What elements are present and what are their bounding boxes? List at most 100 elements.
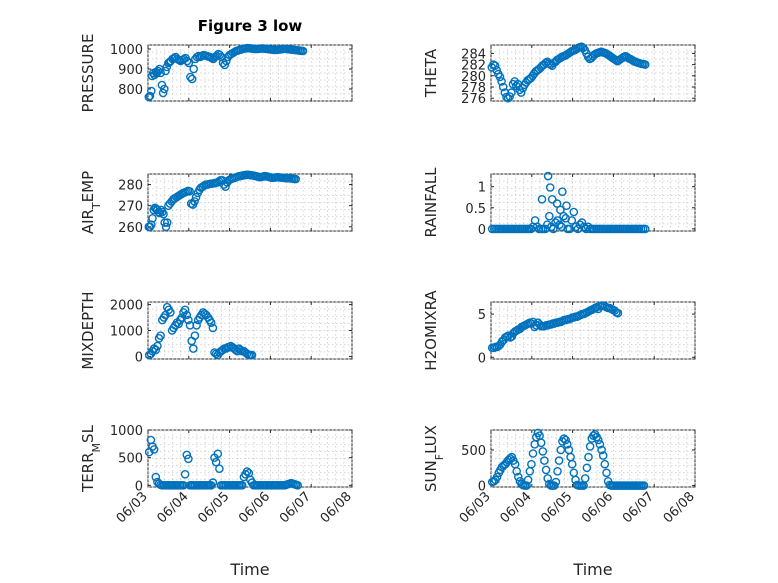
data-point <box>191 192 201 202</box>
data-point <box>213 449 223 459</box>
data-point <box>145 91 155 101</box>
y-tick-label: 0 <box>135 350 143 365</box>
y-axis-label: THETA <box>422 48 440 98</box>
data-point <box>151 345 161 355</box>
x-tick-label: 06/06 <box>236 489 273 526</box>
data-point <box>159 209 168 219</box>
data-point <box>149 445 159 454</box>
data-point <box>581 224 591 234</box>
x-tick-label: 06/08 <box>661 489 698 526</box>
data-point <box>523 475 533 485</box>
data-point <box>148 213 157 223</box>
data-point <box>298 46 308 56</box>
data-point <box>577 218 587 227</box>
data-point <box>186 72 195 82</box>
x-tick-label: 06/07 <box>620 489 657 526</box>
data-point <box>556 445 566 455</box>
data-point <box>495 72 505 82</box>
data-point <box>490 61 500 70</box>
x-axis-label: Time <box>229 560 269 579</box>
data-point <box>189 64 198 74</box>
data-point <box>184 315 193 325</box>
data-point <box>161 222 171 232</box>
y-tick-label: 284 <box>461 47 486 62</box>
x-tick-label: 06/05 <box>195 489 232 526</box>
data-point <box>639 481 649 490</box>
data-point <box>153 341 162 351</box>
data-point <box>527 459 536 469</box>
data-point <box>160 218 169 227</box>
data-point <box>502 92 511 102</box>
y-axis-label: AIRTEMP <box>79 171 103 234</box>
data-point <box>166 308 175 317</box>
data-point <box>558 187 567 196</box>
data-point <box>154 207 163 217</box>
data-point <box>562 201 571 210</box>
y-axis-label: RAINFALL <box>422 167 440 238</box>
y-tick-label: 282 <box>461 59 486 74</box>
data-point <box>162 218 172 227</box>
y-tick-label: 0 <box>478 223 486 238</box>
y-tick-label: 270 <box>118 200 143 215</box>
x-axis-label: Time <box>572 560 612 579</box>
data-point <box>146 86 156 96</box>
subplot-8: 0 500 06/03 06/04 06/05 06/06 06/07 06/08 SUNFLU… <box>422 425 698 579</box>
subplot-5: 0 1000 2000 MIXDEPTH <box>79 291 353 370</box>
data-point <box>563 439 572 449</box>
data-point <box>640 224 650 234</box>
data-point <box>156 68 165 78</box>
y-tick-label: 500 <box>118 452 143 467</box>
data-point <box>159 84 169 94</box>
data-point <box>582 463 592 473</box>
data-point <box>293 480 303 490</box>
y-tick-label: 800 <box>118 83 143 98</box>
data-point <box>498 82 508 92</box>
data-point <box>182 56 192 66</box>
data-point <box>180 305 190 315</box>
data-point <box>554 456 564 465</box>
data-point <box>184 454 193 464</box>
axes-frame <box>147 429 353 488</box>
data-point <box>569 207 579 217</box>
y-axis-label: TERRMSL <box>79 424 103 493</box>
subplot-1: 800 900 1000 PRESSURE Figure 3 low <box>79 17 353 112</box>
data-point <box>215 464 224 474</box>
data-point <box>602 468 611 478</box>
data-point <box>536 438 546 448</box>
y-tick-label: 278 <box>461 81 486 96</box>
data-point <box>598 451 608 460</box>
data-point <box>575 220 585 229</box>
data-point <box>242 467 252 476</box>
axes-frame <box>147 44 353 102</box>
subplot-3: 260 270 280 AIRTEMP <box>79 170 353 236</box>
data-point <box>561 435 571 445</box>
data-point <box>247 350 257 360</box>
data-point <box>492 65 502 75</box>
data-point <box>185 186 194 196</box>
data-point <box>516 88 526 97</box>
y-tick-label: 0 <box>478 480 486 495</box>
data-point <box>190 197 199 206</box>
data-point <box>553 216 562 225</box>
data-point <box>492 472 502 482</box>
data-point <box>584 452 593 462</box>
data-point <box>545 183 555 192</box>
data-point <box>505 92 515 101</box>
data-point <box>528 449 538 458</box>
x-tick-label: 06/07 <box>277 489 314 526</box>
data-point <box>507 88 516 97</box>
y-tick-label: 0.5 <box>465 202 486 217</box>
y-axis-label: SUNFLUX <box>422 425 446 492</box>
data-point <box>206 318 216 328</box>
data-point <box>208 478 218 487</box>
data-point <box>594 435 603 445</box>
data-point <box>613 308 623 318</box>
x-tick-label: 06/04 <box>155 489 192 526</box>
data-point <box>182 310 192 320</box>
subplot-6: 0 5 H2OMIXRA <box>422 290 696 371</box>
y-tick-label: 2000 <box>110 299 143 314</box>
data-point <box>188 344 198 353</box>
data-point <box>555 220 564 229</box>
data-point <box>237 480 247 490</box>
